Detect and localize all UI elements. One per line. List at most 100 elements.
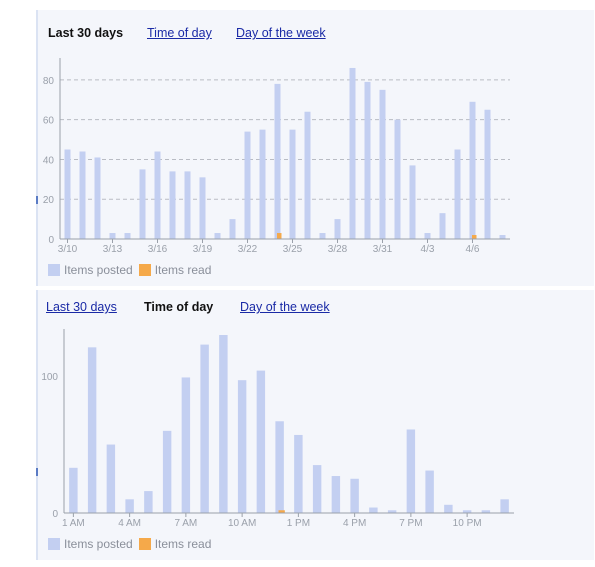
x-tick-label: 3/13 [103,244,123,255]
bar-items-posted [425,470,434,513]
bar-items-posted [154,151,161,239]
bar-items-posted [274,83,281,240]
bar-items-posted [244,131,251,239]
legend-label-read: Items read [154,263,212,277]
chart-tabs: Last 30 days Time of day Day of the week [38,290,594,320]
x-tick-label: 3/25 [283,244,303,255]
bar-items-posted [94,157,101,239]
legend-swatch-read [138,538,151,550]
chart-tabs: Last 30 days Time of day Day of the week [38,10,594,40]
bar-items-posted [229,219,236,239]
legend-item-read: Items read [138,537,212,551]
x-tick-label: 10 AM [228,518,256,529]
bar-items-posted [275,421,284,513]
x-tick-label: 4/3 [421,244,435,255]
legend-swatch-posted [48,264,60,276]
chart-legend: Items posted Items read [48,537,217,551]
bar-items-posted [424,233,431,239]
legend-label-read: Items read [154,537,212,551]
bar-items-posted [184,171,191,239]
y-tick-label: 0 [48,235,54,246]
bar-items-posted [169,171,176,239]
legend-item-posted: Items posted [48,263,133,277]
legend-item-posted: Items posted [48,537,133,551]
bar-items-read [278,510,285,513]
bar-items-posted [369,507,378,513]
x-tick-label: 3/28 [328,244,348,255]
x-tick-label: 3/19 [193,244,213,255]
chart-legend: Items posted Items read [48,263,217,277]
y-tick-label: 60 [43,116,55,127]
bar-items-posted [87,347,97,513]
tab-time-of-day[interactable]: Time of day [147,26,212,40]
bar-items-posted [394,119,401,239]
bar-items-posted [454,149,461,239]
x-tick-label: 1 AM [62,518,85,529]
bar-items-posted [304,111,311,239]
bar-items-posted [462,510,472,513]
x-tick-label: 1 PM [287,518,310,529]
bar-items-posted [64,149,71,239]
bar-items-posted [139,169,146,239]
x-tick-label: 3/16 [148,244,168,255]
bar-items-read [472,235,477,239]
y-tick-label: 100 [41,372,58,383]
bar-items-posted [259,129,266,239]
bar-items-posted [364,81,371,239]
bar-items-posted [439,213,446,239]
bar-items-posted [350,478,359,513]
bar-items-posted [237,380,247,513]
bar-items-posted [256,370,266,513]
y-tick-label: 20 [43,195,55,206]
legend-swatch-read [138,264,151,276]
y-tick-label: 0 [52,509,58,520]
tab-last-30-days[interactable]: Last 30 days [46,300,117,314]
bar-items-posted [500,499,509,513]
bar-items-posted [181,377,191,513]
x-tick-label: 4 PM [343,518,366,529]
legend-item-read: Items read [138,263,212,277]
bar-items-posted [406,429,416,513]
x-tick-label: 7 AM [174,518,197,529]
last-30-days-panel: Last 30 days Time of day Day of the week… [36,10,594,286]
x-tick-label: 3/31 [373,244,393,255]
legend-label-posted: Items posted [64,263,133,277]
bar-items-posted [481,510,491,513]
bar-items-posted [499,235,506,239]
bar-items-posted [79,151,86,239]
bar-items-posted [331,476,341,513]
panel-edge-marker [36,196,38,204]
panel-edge-marker [36,468,38,476]
x-tick-label: 4/6 [466,244,480,255]
bar-items-read [277,233,282,239]
legend-swatch-posted [48,538,60,550]
bar-items-posted [106,444,116,513]
bar-items-posted [334,219,341,239]
bar-items-posted [319,233,326,239]
x-tick-label: 4 AM [118,518,141,529]
tab-day-of-the-week[interactable]: Day of the week [236,26,326,40]
bar-items-posted [469,101,476,239]
bar-items-posted [312,465,322,513]
bar-items-posted [409,165,416,239]
bar-items-posted [162,430,172,513]
posted-read-hourly-chart: 0 100 1 AM 4 AM 7 AM 10 AM 1 PM 4 PM 7 PM 10 PM [41,329,514,529]
tab-day-of-the-week[interactable]: Day of the week [240,300,330,314]
bar-items-posted [289,129,296,239]
x-tick-label: 10 PM [453,518,482,529]
bar-items-posted [144,491,153,513]
bar-items-posted [219,335,228,513]
bar-items-posted [444,504,453,513]
bar-items-posted [214,233,221,239]
x-tick-label: 3/10 [58,244,78,255]
bar-items-posted [109,233,116,239]
bar-items-posted [69,467,78,513]
x-tick-label: 7 PM [399,518,422,529]
bar-items-posted [199,177,206,239]
time-of-day-panel: Last 30 days Time of day Day of the week… [36,290,594,560]
posted-read-daily-chart: 0 20 40 60 80 3/10 3/13 3/16 3/19 3/22 3/25 3/28 3/3… [43,58,510,255]
tab-last-30-days: Last 30 days [48,26,124,40]
bar-items-posted [125,499,134,513]
y-tick-label: 40 [43,155,55,166]
bar-items-posted [484,109,491,239]
